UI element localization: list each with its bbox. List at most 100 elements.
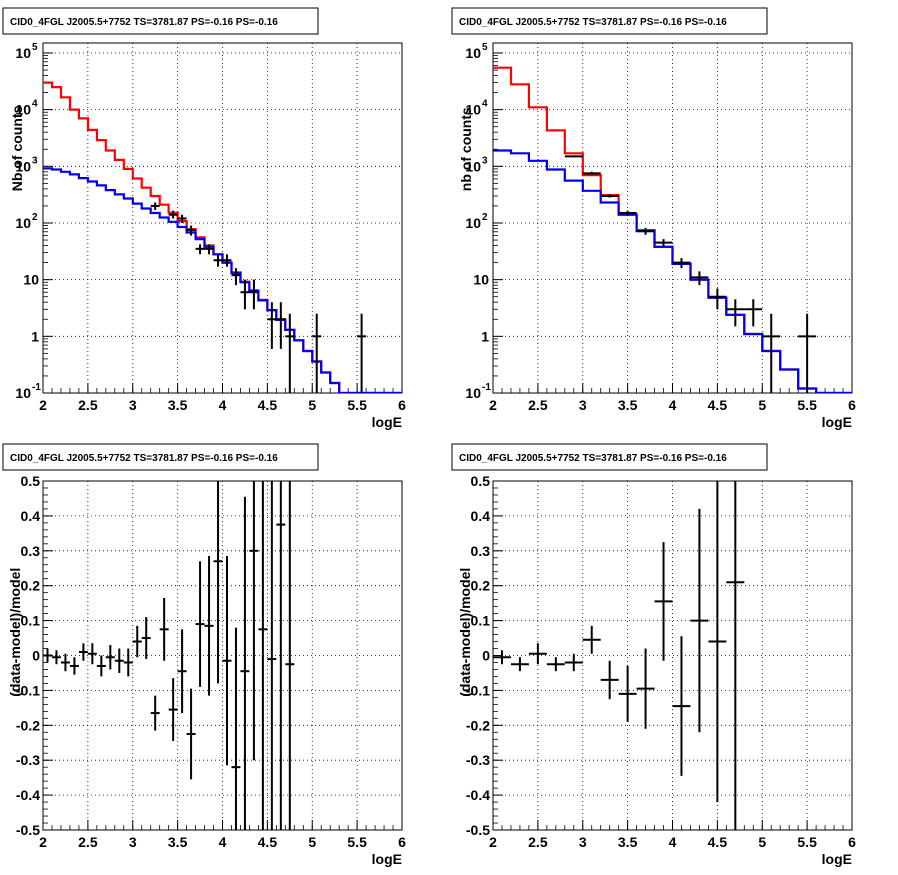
x-tick-label: 3 — [129, 834, 137, 850]
x-tick-label: 3 — [129, 397, 137, 413]
y-tick-label: 0.3 — [471, 543, 491, 559]
y-tick-label: 1 — [31, 328, 39, 344]
y-tick-label: -0.2 — [466, 717, 490, 733]
plot-area — [43, 481, 295, 830]
y-tick-label: 10 — [465, 158, 481, 174]
y-tick-label: 0.4 — [471, 508, 491, 524]
y-tick-label: 10 — [15, 158, 31, 174]
y-tick-label: 0.5 — [21, 473, 41, 489]
x-tick-label: 2 — [39, 834, 47, 850]
title-box — [2, 7, 319, 35]
chart-4: CID0_4FGL J2005.5+7752 TS=3781.87 PS=-0.… — [451, 443, 856, 867]
y-tick-label: 10 — [23, 272, 39, 288]
x-tick-label: 3.5 — [168, 834, 188, 850]
plot-area — [493, 481, 745, 830]
chart-title: CID0_4FGL J2005.5+7752 TS=3781.87 PS=-0.… — [459, 453, 727, 464]
x-tick-label: 2.5 — [78, 834, 98, 850]
plot-area — [493, 66, 852, 393]
x-tick-label: 5.5 — [347, 834, 367, 850]
chart-3: CID0_4FGL J2005.5+7752 TS=3781.87 PS=-0.… — [2, 443, 406, 867]
y-tick-exponent: 5 — [482, 42, 488, 53]
x-tick-label: 6 — [398, 397, 406, 413]
title-box — [2, 443, 319, 471]
x-axis-label: logE — [822, 851, 852, 867]
x-tick-label: 6 — [848, 397, 856, 413]
y-tick-label: 10 — [465, 45, 481, 61]
y-tick-label: 10 — [15, 45, 31, 61]
y-tick-label: 10 — [465, 215, 481, 231]
x-tick-label: 6 — [848, 834, 856, 850]
x-tick-label: 4.5 — [258, 397, 278, 413]
y-axis-label: (data-model)/model — [7, 568, 23, 697]
y-tick-exponent: 2 — [482, 212, 488, 223]
x-tick-label: 3 — [579, 834, 587, 850]
x-tick-label: 5.5 — [797, 834, 817, 850]
x-tick-label: 5 — [758, 397, 766, 413]
x-tick-label: 4 — [219, 397, 227, 413]
x-tick-label: 4.5 — [708, 397, 728, 413]
chart-title: CID0_4FGL J2005.5+7752 TS=3781.87 PS=-0.… — [459, 17, 727, 28]
plot-frame — [42, 42, 403, 394]
plot-area — [43, 81, 402, 393]
x-tick-label: 2.5 — [528, 397, 548, 413]
series-2-line — [493, 149, 852, 393]
y-tick-exponent: 4 — [482, 99, 488, 110]
y-tick-exponent: 4 — [32, 99, 38, 110]
y-tick-label: 1 — [481, 328, 489, 344]
y-tick-label: -0.5 — [16, 822, 40, 838]
y-tick-exponent: -1 — [482, 382, 491, 393]
x-tick-label: 4.5 — [258, 834, 278, 850]
x-tick-label: 4 — [669, 397, 677, 413]
x-tick-label: 3.5 — [618, 834, 638, 850]
x-tick-label: 3.5 — [168, 397, 188, 413]
y-axis-label: nb of counts — [458, 107, 474, 191]
y-tick-label: -0.2 — [16, 717, 40, 733]
x-tick-label: 3 — [579, 397, 587, 413]
y-tick-label: 0.4 — [21, 508, 41, 524]
y-axis-label: (data-model)/model — [457, 568, 473, 697]
x-tick-label: 3.5 — [618, 397, 638, 413]
x-axis-label: logE — [372, 414, 402, 430]
chart-1: CID0_4FGL J2005.5+7752 TS=3781.87 PS=-0.… — [2, 7, 406, 430]
y-tick-label: 10 — [15, 102, 31, 118]
x-tick-label: 5 — [308, 397, 316, 413]
y-tick-label: 0.3 — [21, 543, 41, 559]
x-tick-label: 2.5 — [528, 834, 548, 850]
y-tick-label: 0.2 — [471, 578, 491, 594]
y-tick-label: -0.3 — [466, 752, 490, 768]
y-tick-exponent: 2 — [32, 212, 38, 223]
x-tick-label: 4 — [219, 834, 227, 850]
y-axis-label: Nb of counts — [9, 105, 25, 191]
y-tick-label: 10 — [465, 385, 481, 401]
chart-2: CID0_4FGL J2005.5+7752 TS=3781.87 PS=-0.… — [451, 7, 856, 430]
y-tick-label: 10 — [465, 102, 481, 118]
chart-title: CID0_4FGL J2005.5+7752 TS=3781.87 PS=-0.… — [10, 453, 278, 464]
y-tick-label: -0.3 — [16, 752, 40, 768]
y-tick-label: 0 — [32, 648, 40, 664]
x-axis-label: logE — [822, 414, 852, 430]
x-axis-label: logE — [372, 851, 402, 867]
chart-title: CID0_4FGL J2005.5+7752 TS=3781.87 PS=-0.… — [10, 17, 278, 28]
x-tick-label: 4.5 — [708, 834, 728, 850]
y-tick-exponent: 3 — [32, 155, 38, 166]
y-tick-label: 10 — [15, 385, 31, 401]
y-tick-label: -0.1 — [16, 682, 40, 698]
x-tick-label: 2 — [489, 834, 497, 850]
y-tick-label: 0.1 — [21, 613, 41, 629]
y-tick-exponent: 3 — [482, 155, 488, 166]
x-tick-label: 2.5 — [78, 397, 98, 413]
y-tick-label: -0.5 — [466, 822, 490, 838]
y-tick-label: 0.5 — [471, 473, 491, 489]
y-tick-label: 0.1 — [471, 613, 491, 629]
x-tick-label: 5.5 — [347, 397, 367, 413]
x-tick-label: 4 — [669, 834, 677, 850]
title-box — [451, 7, 768, 35]
x-tick-label: 2 — [39, 397, 47, 413]
y-tick-label: -0.4 — [16, 787, 40, 803]
x-tick-label: 2 — [489, 397, 497, 413]
x-tick-label: 6 — [398, 834, 406, 850]
y-tick-label: 10 — [473, 272, 489, 288]
y-tick-label: 0 — [482, 648, 490, 664]
y-tick-label: 0.2 — [21, 578, 41, 594]
